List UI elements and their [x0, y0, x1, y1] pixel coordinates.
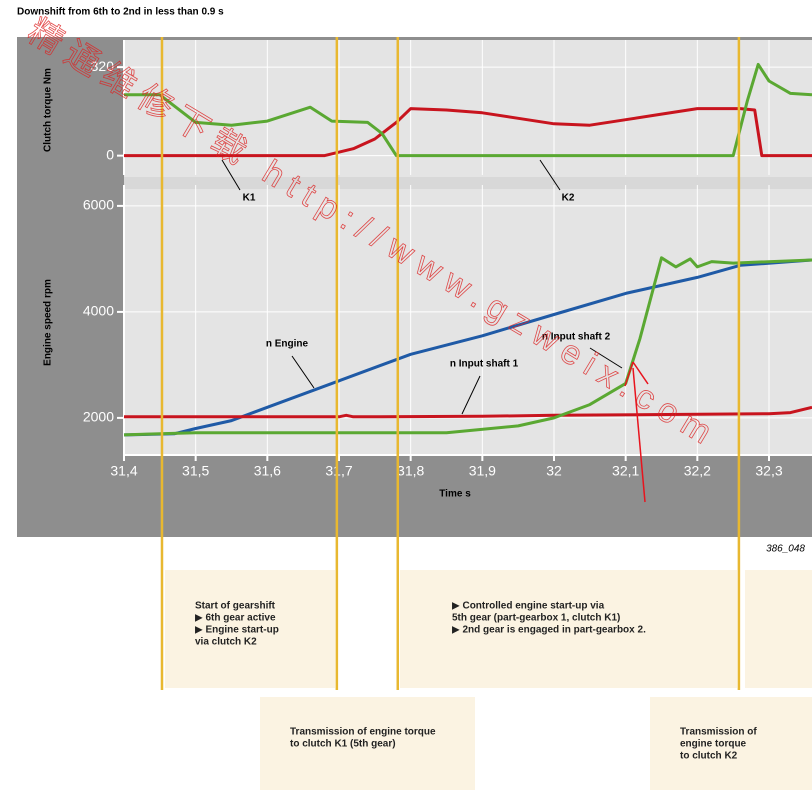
- y-tick-label: 6000: [83, 197, 114, 213]
- callout-text: ▶ 2nd gear is engaged in part-gearbox 2.: [452, 625, 646, 636]
- series-label: n Input shaft 1: [450, 359, 519, 370]
- callout-box: [650, 697, 812, 790]
- x-tick-label: 31,6: [254, 463, 281, 479]
- series-line: [124, 405, 812, 419]
- figure-id: 386_048: [766, 544, 805, 555]
- callout-box: [165, 570, 335, 688]
- callout-text: engine torque: [680, 739, 747, 750]
- y-tick-label: 4000: [83, 303, 114, 319]
- callout-text: ▶ Controlled engine start-up via: [452, 601, 605, 612]
- x-tick-label: 32,3: [755, 463, 782, 479]
- x-tick-label: 31,7: [325, 463, 352, 479]
- title: Downshift from 6th to 2nd in less than 0…: [17, 7, 224, 18]
- callout-text: via clutch K2: [195, 637, 257, 648]
- x-tick-label: 32,2: [684, 463, 711, 479]
- series-label: K2: [562, 193, 575, 204]
- x-tick-label: 31,5: [182, 463, 209, 479]
- panel-gap: [124, 177, 812, 189]
- x-tick-label: 31,4: [110, 463, 137, 479]
- y-axis-label: Engine speed rpm: [43, 279, 54, 366]
- y-tick-label: 320: [91, 58, 115, 74]
- x-tick-label: 32: [546, 463, 562, 479]
- callout-box: [260, 697, 475, 790]
- callout-text: ▶ Engine start-up: [195, 625, 279, 636]
- leader-line: [221, 159, 241, 191]
- plot-area: [124, 40, 812, 455]
- series-line: [124, 62, 812, 158]
- x-tick-label: 31,8: [397, 463, 424, 479]
- leader-line: [589, 347, 623, 369]
- callout-box: [745, 570, 812, 688]
- callout-text: to clutch K1 (5th gear): [290, 739, 396, 750]
- arrow-head: [624, 361, 649, 387]
- leader-line: [291, 355, 315, 389]
- series-line: [124, 107, 812, 158]
- x-tick-label: 32,1: [612, 463, 639, 479]
- arrow: [632, 367, 646, 503]
- series-line: [123, 256, 812, 437]
- y-tick-label: 0: [106, 146, 114, 162]
- callout-text: Transmission of engine torque: [290, 727, 436, 738]
- callout-text: Transmission of: [680, 727, 757, 738]
- callout-text: to clutch K2: [680, 751, 738, 762]
- series-label: K1: [243, 193, 256, 204]
- callout-box: [400, 570, 737, 688]
- callout-text: Start of gearshift: [195, 601, 276, 612]
- callout-text: ▶ 6th gear active: [195, 613, 276, 624]
- series-label: n Engine: [266, 339, 309, 350]
- x-axis-label: Time s: [439, 489, 471, 500]
- leader-line: [539, 159, 561, 191]
- callout-text: 5th gear (part-gearbox 1, clutch K1): [452, 613, 620, 624]
- series-line: [123, 258, 812, 437]
- leader-line: [461, 375, 481, 415]
- x-tick-label: 31,9: [469, 463, 496, 479]
- series-label: n Input shaft 2: [542, 332, 611, 343]
- y-tick-label: 2000: [83, 409, 114, 425]
- y-axis-label: Clutch torque Nm: [43, 68, 54, 152]
